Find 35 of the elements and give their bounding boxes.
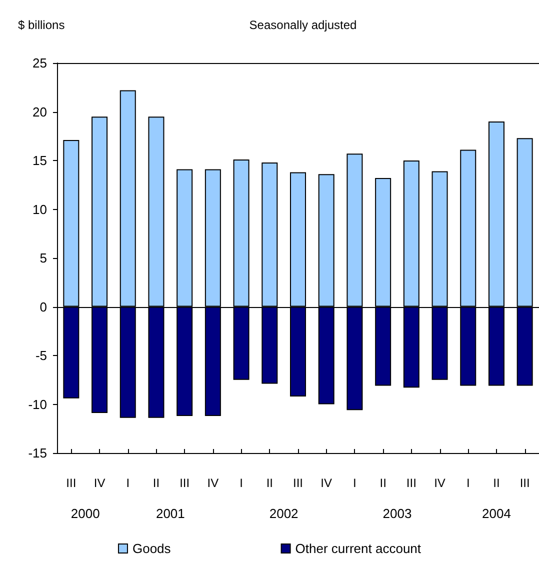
y-tick-label: 20 bbox=[32, 104, 47, 120]
x-tick-label: IV bbox=[207, 476, 219, 490]
x-tick-label: I bbox=[126, 476, 130, 490]
x-tick-label: III bbox=[292, 476, 304, 490]
x-tick-label: I bbox=[240, 476, 243, 490]
y-tick-label: 10 bbox=[32, 202, 47, 217]
x-tick-label: III bbox=[406, 476, 416, 490]
legend-label: Other current account bbox=[295, 541, 422, 556]
y-tick-label: 25 bbox=[32, 56, 47, 70]
chart-title: Seasonally adjusted bbox=[249, 18, 357, 32]
y-tick-label: 0 bbox=[40, 299, 47, 314]
y-tick-label: -10 bbox=[28, 396, 47, 412]
x-tick-label: III bbox=[520, 476, 530, 490]
legend-label: Goods bbox=[132, 541, 172, 556]
x-tick-label: III bbox=[180, 476, 190, 490]
text: 2003 bbox=[382, 506, 412, 521]
x-tick-label: II bbox=[152, 476, 160, 490]
text: 2004 bbox=[482, 506, 511, 521]
text: 2002 bbox=[269, 506, 298, 521]
y-axis-title: $ billions bbox=[18, 18, 65, 32]
y-tick-label: 15 bbox=[32, 153, 47, 168]
y-tick-label: -5 bbox=[35, 348, 47, 363]
x-tick-label: II bbox=[266, 476, 273, 490]
x-tick-label: II bbox=[493, 476, 500, 490]
x-tick-label: IV bbox=[434, 476, 446, 490]
text: 2001 bbox=[156, 506, 185, 521]
x-tick-label: I bbox=[466, 476, 470, 490]
x-tick-label: IV bbox=[320, 476, 332, 490]
x-tick-label: I bbox=[353, 476, 356, 490]
x-tick-label: IV bbox=[94, 476, 106, 490]
x-tick-label: III bbox=[66, 476, 76, 490]
text: 2000 bbox=[70, 506, 100, 521]
x-tick-label: II bbox=[380, 476, 386, 490]
y-tick-label: -15 bbox=[28, 446, 47, 460]
y-tick-label: 5 bbox=[40, 250, 47, 266]
